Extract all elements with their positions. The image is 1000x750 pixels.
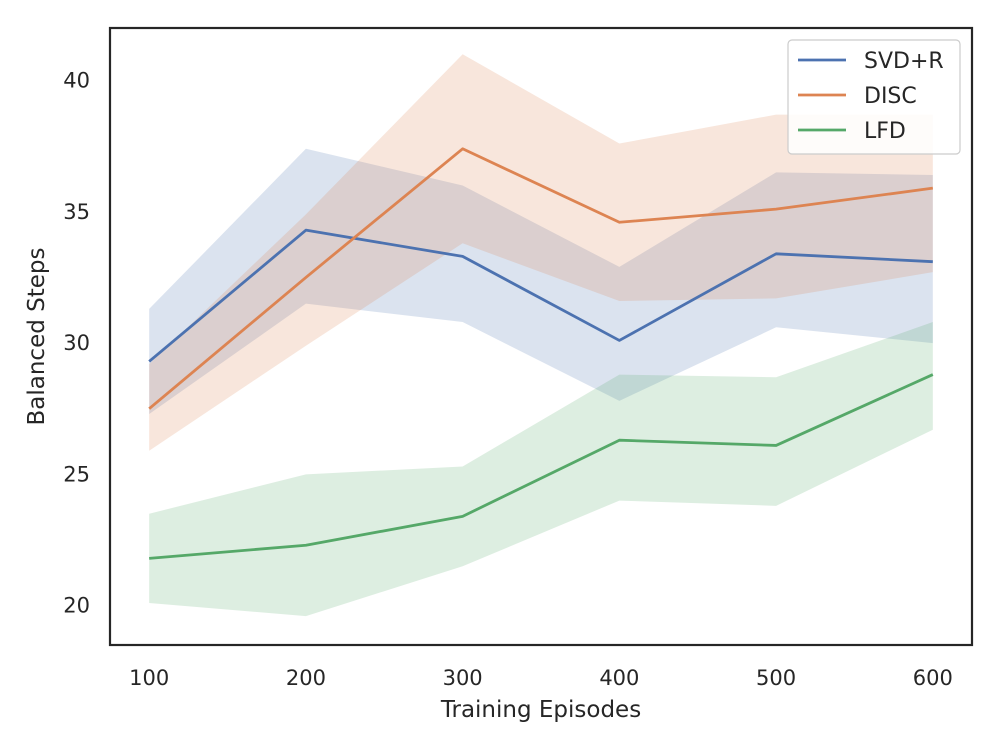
legend-box bbox=[787, 39, 961, 155]
x-axis-label: Training Episodes bbox=[440, 697, 641, 723]
confidence-bands bbox=[149, 54, 933, 617]
y-tick-label: 20 bbox=[63, 594, 90, 618]
y-axis-label: Balanced Steps bbox=[24, 248, 50, 426]
y-tick-label: 35 bbox=[63, 200, 90, 224]
series-line-1 bbox=[148, 147, 934, 410]
series-lines bbox=[148, 147, 934, 560]
y-tick-label: 30 bbox=[63, 331, 90, 355]
x-tick-label: 300 bbox=[443, 666, 483, 690]
series-line-2 bbox=[149, 373, 934, 560]
x-tick-label: 200 bbox=[286, 666, 326, 690]
x-tick-label: 600 bbox=[913, 666, 953, 690]
legend-label-2: LFD bbox=[864, 119, 906, 144]
y-axis-ticks: 20 25 30 35 40 bbox=[63, 69, 90, 618]
legend-label-0: SVD+R bbox=[864, 49, 944, 74]
x-tick-label: 400 bbox=[599, 666, 639, 690]
x-axis-ticks: 100 200 300 400 500 600 bbox=[129, 666, 953, 690]
plot-frame bbox=[108, 26, 974, 647]
band-2 bbox=[149, 322, 933, 617]
legend: SVD+R DISC LFD bbox=[787, 39, 961, 155]
x-tick-label: 500 bbox=[756, 666, 796, 690]
band-1 bbox=[149, 54, 933, 451]
y-tick-label: 25 bbox=[63, 462, 90, 486]
legend-label-1: DISC bbox=[864, 84, 917, 109]
series-line-0 bbox=[148, 228, 933, 363]
band-0 bbox=[149, 148, 933, 414]
x-tick-label: 100 bbox=[129, 666, 169, 690]
y-tick-label: 40 bbox=[63, 69, 90, 93]
